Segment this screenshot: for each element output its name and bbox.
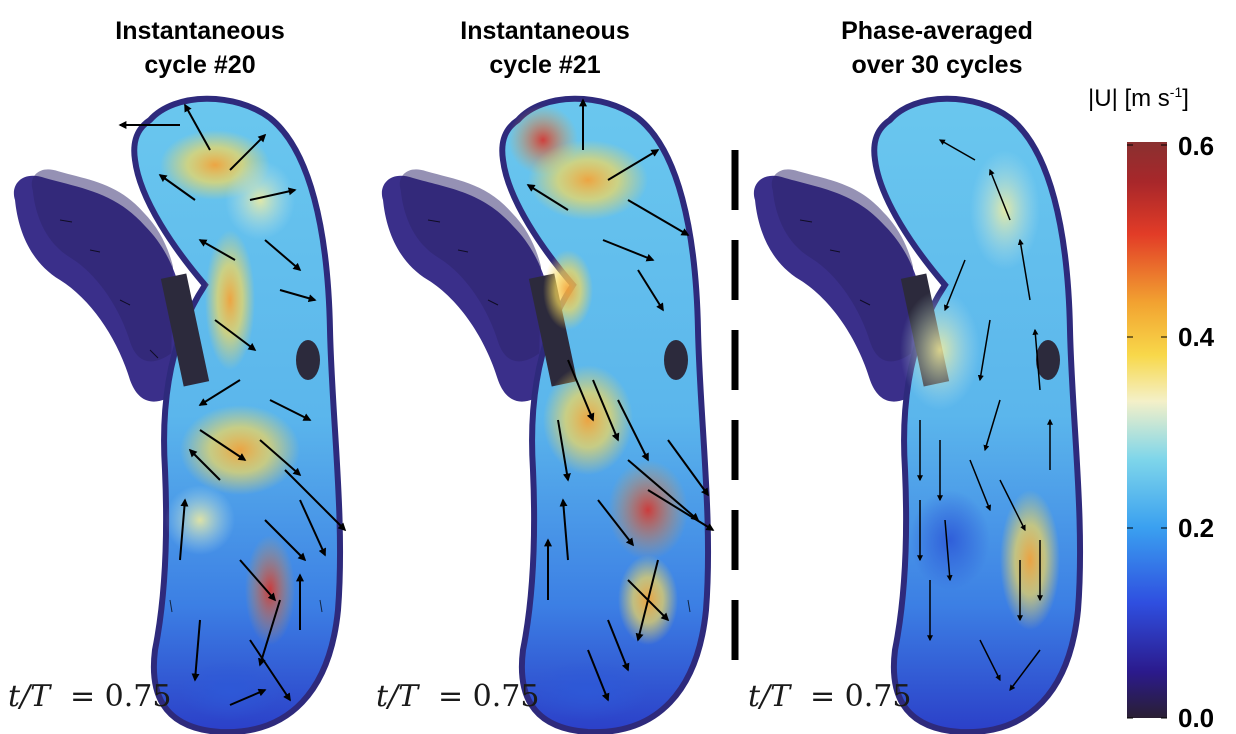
colorbar-tick-0-4: 0.4: [1178, 322, 1215, 352]
panel-2-time-value: = 0.75: [438, 679, 539, 714]
panel-3-time-label: t/T: [748, 679, 792, 714]
panel-2-title: Instantaneous cycle #21: [460, 17, 630, 79]
panel-1-time-value: = 0.75: [70, 679, 171, 714]
colorbar: [1127, 142, 1167, 718]
panel-2-time-label: t/T: [376, 679, 420, 714]
panel-3-field: [753, 99, 1080, 732]
colorbar-tick-0-6: 0.6: [1178, 131, 1215, 161]
panel-1-time-label: t/T: [8, 679, 52, 714]
colorbar-tick-0-0: 0.0: [1178, 703, 1215, 733]
panel-1-field: [13, 99, 347, 732]
panel-2-field: [381, 99, 715, 732]
colorbar-label: |U| [m s-1]: [1088, 84, 1189, 112]
panel-3-time-value: = 0.75: [810, 679, 911, 714]
panel-1-title: Instantaneous cycle #20: [115, 17, 285, 79]
colorbar-tick-0-2: 0.2: [1178, 513, 1215, 543]
colorbar-ticks: [1127, 144, 1167, 719]
panel-3-title: Phase-averaged over 30 cycles: [841, 17, 1033, 79]
